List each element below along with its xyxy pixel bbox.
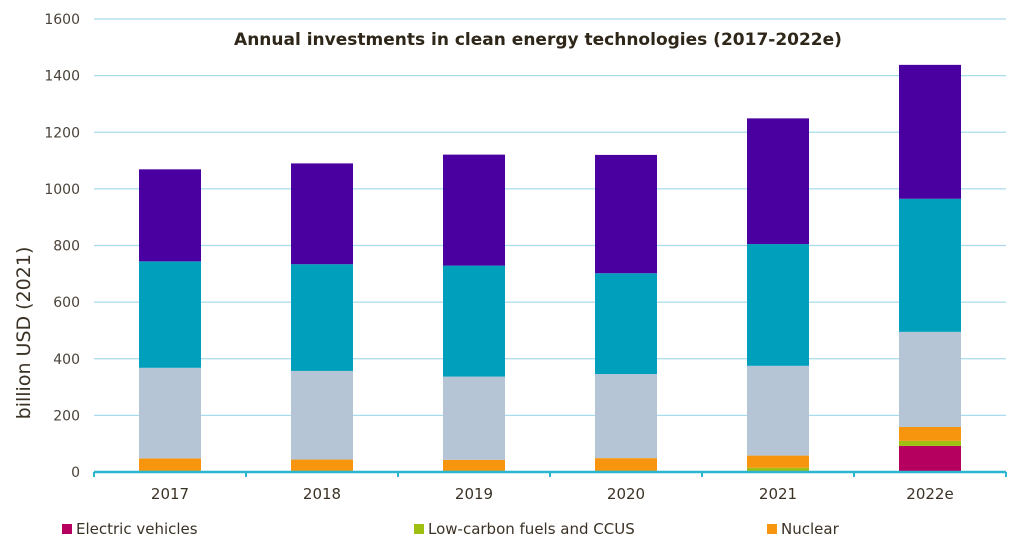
- bar-segment: [899, 331, 961, 427]
- bar-segment: [139, 261, 201, 368]
- gridlines: [94, 18, 1006, 417]
- bar-segment: [291, 370, 353, 460]
- bar-segment: [747, 467, 809, 472]
- y-tick-label: 1600: [44, 12, 80, 28]
- legend-label: Electric vehicles: [76, 520, 198, 538]
- y-tick-label: 1000: [44, 182, 80, 198]
- x-tick-label: 2020: [607, 485, 645, 503]
- bar-segment: [747, 455, 809, 468]
- legend-item: Low-carbon fuels and CCUS: [414, 520, 635, 538]
- bar-segment: [899, 64, 961, 199]
- legend-item: Electric vehicles: [62, 520, 198, 538]
- legend-swatch: [767, 524, 777, 534]
- bar-segment: [443, 154, 505, 266]
- bar-segment: [443, 459, 505, 471]
- bar-segment: [595, 374, 657, 459]
- bar-segment: [747, 244, 809, 366]
- chart-title: Annual investments in clean energy techn…: [234, 30, 842, 50]
- bars: [139, 64, 961, 472]
- bar-segment: [899, 445, 961, 472]
- bar-segment: [595, 458, 657, 471]
- bar-segment: [899, 426, 961, 441]
- x-tick-label: 2018: [303, 485, 341, 503]
- x-tick-label: 2022e: [906, 485, 953, 503]
- y-axis-ticks: 0 200 400 600 800 1000 1200 1400 1600: [44, 12, 80, 481]
- bar-segment: [139, 169, 201, 262]
- x-tick-label: 2021: [759, 485, 797, 503]
- bar-segment: [139, 367, 201, 459]
- x-tick-label: 2019: [455, 485, 493, 503]
- bar-segment: [443, 265, 505, 377]
- x-tick-label: 2017: [151, 485, 189, 503]
- y-tick-label: 200: [53, 408, 80, 424]
- legend-label: Nuclear: [781, 520, 839, 538]
- bar-segment: [139, 458, 201, 471]
- y-tick-label: 400: [53, 352, 80, 368]
- bar-segment: [595, 154, 657, 274]
- legend-swatch: [62, 524, 72, 534]
- bar-segment: [443, 376, 505, 460]
- bar-segment: [899, 440, 961, 446]
- bar-segment: [747, 118, 809, 245]
- y-tick-label: 1200: [44, 125, 80, 141]
- bar-segment: [291, 163, 353, 265]
- bar-segment: [595, 273, 657, 375]
- bar-segment: [291, 264, 353, 371]
- legend: Electric vehicles Low-carbon fuels and CC…: [0, 520, 1024, 544]
- y-tick-label: 0: [71, 465, 80, 481]
- y-tick-label: 1400: [44, 69, 80, 85]
- x-axis: 2017 2018 2019 2020 2021 2022e: [93, 470, 1007, 503]
- legend-label: Low-carbon fuels and CCUS: [428, 520, 635, 538]
- legend-swatch: [414, 524, 424, 534]
- y-tick-label: 600: [53, 295, 80, 311]
- bar-segment: [291, 459, 353, 471]
- bar-segment: [747, 365, 809, 456]
- bar-segment: [899, 198, 961, 332]
- legend-item: Nuclear: [767, 520, 839, 538]
- y-axis-label: billion USD (2021): [13, 247, 35, 420]
- y-tick-label: 800: [53, 239, 80, 255]
